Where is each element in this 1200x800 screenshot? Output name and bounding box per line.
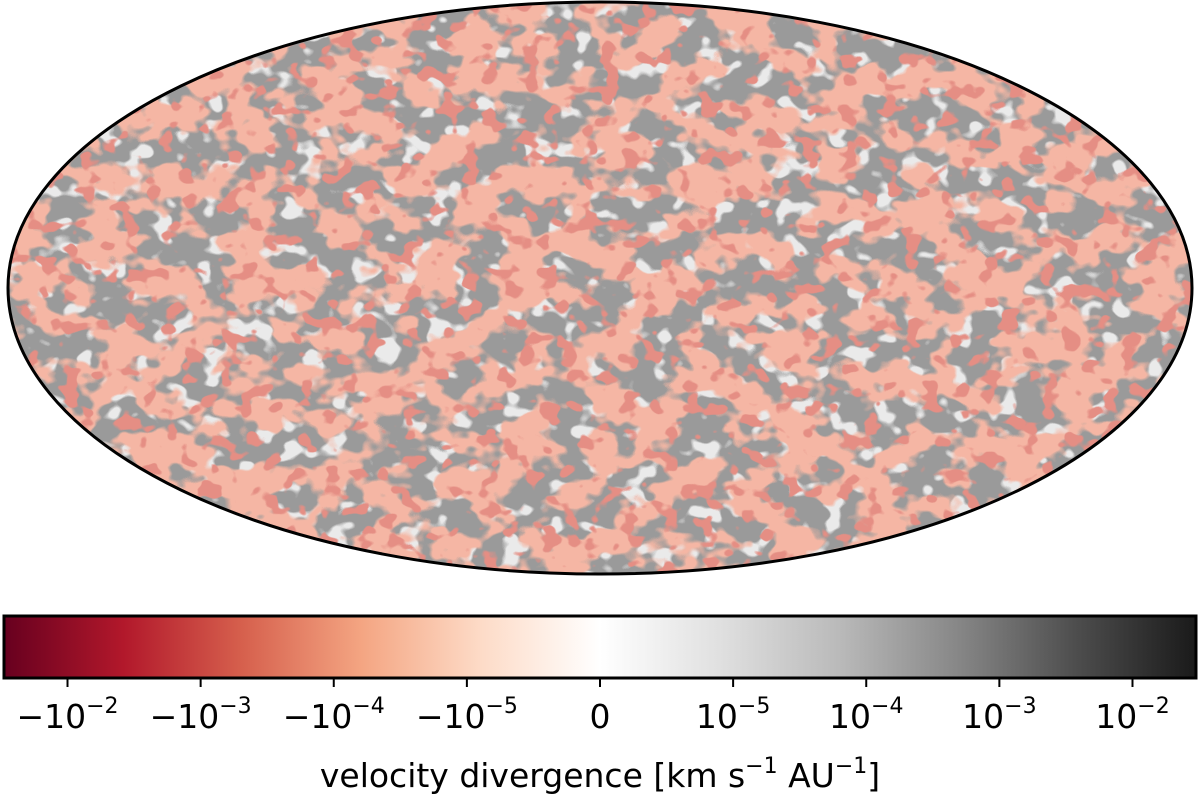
colorbar-tick-label: −10−4 <box>283 694 385 736</box>
colorbar-gradient <box>2 614 1198 680</box>
divergence-field <box>8 2 1192 574</box>
colorbar-tick-label: 0 <box>590 697 611 736</box>
colorbar-tick-label: −10−5 <box>416 694 518 736</box>
strong-negative-region <box>8 2 1192 574</box>
colorbar-label: velocity divergence [km s−1 AU−1] <box>320 754 880 795</box>
colorbar-tick-label: 10−5 <box>696 694 770 736</box>
colorbar-tick-label: 10−4 <box>829 694 903 736</box>
map-outline <box>6 0 1194 576</box>
colorbar-tick-label: 10−2 <box>1095 694 1169 736</box>
mollweide-map <box>6 0 1194 576</box>
colorbar-tick-label: −10−2 <box>16 694 118 736</box>
colorbar-tick-label: 10−3 <box>962 694 1036 736</box>
colorbar-tick-label: −10−3 <box>150 694 252 736</box>
